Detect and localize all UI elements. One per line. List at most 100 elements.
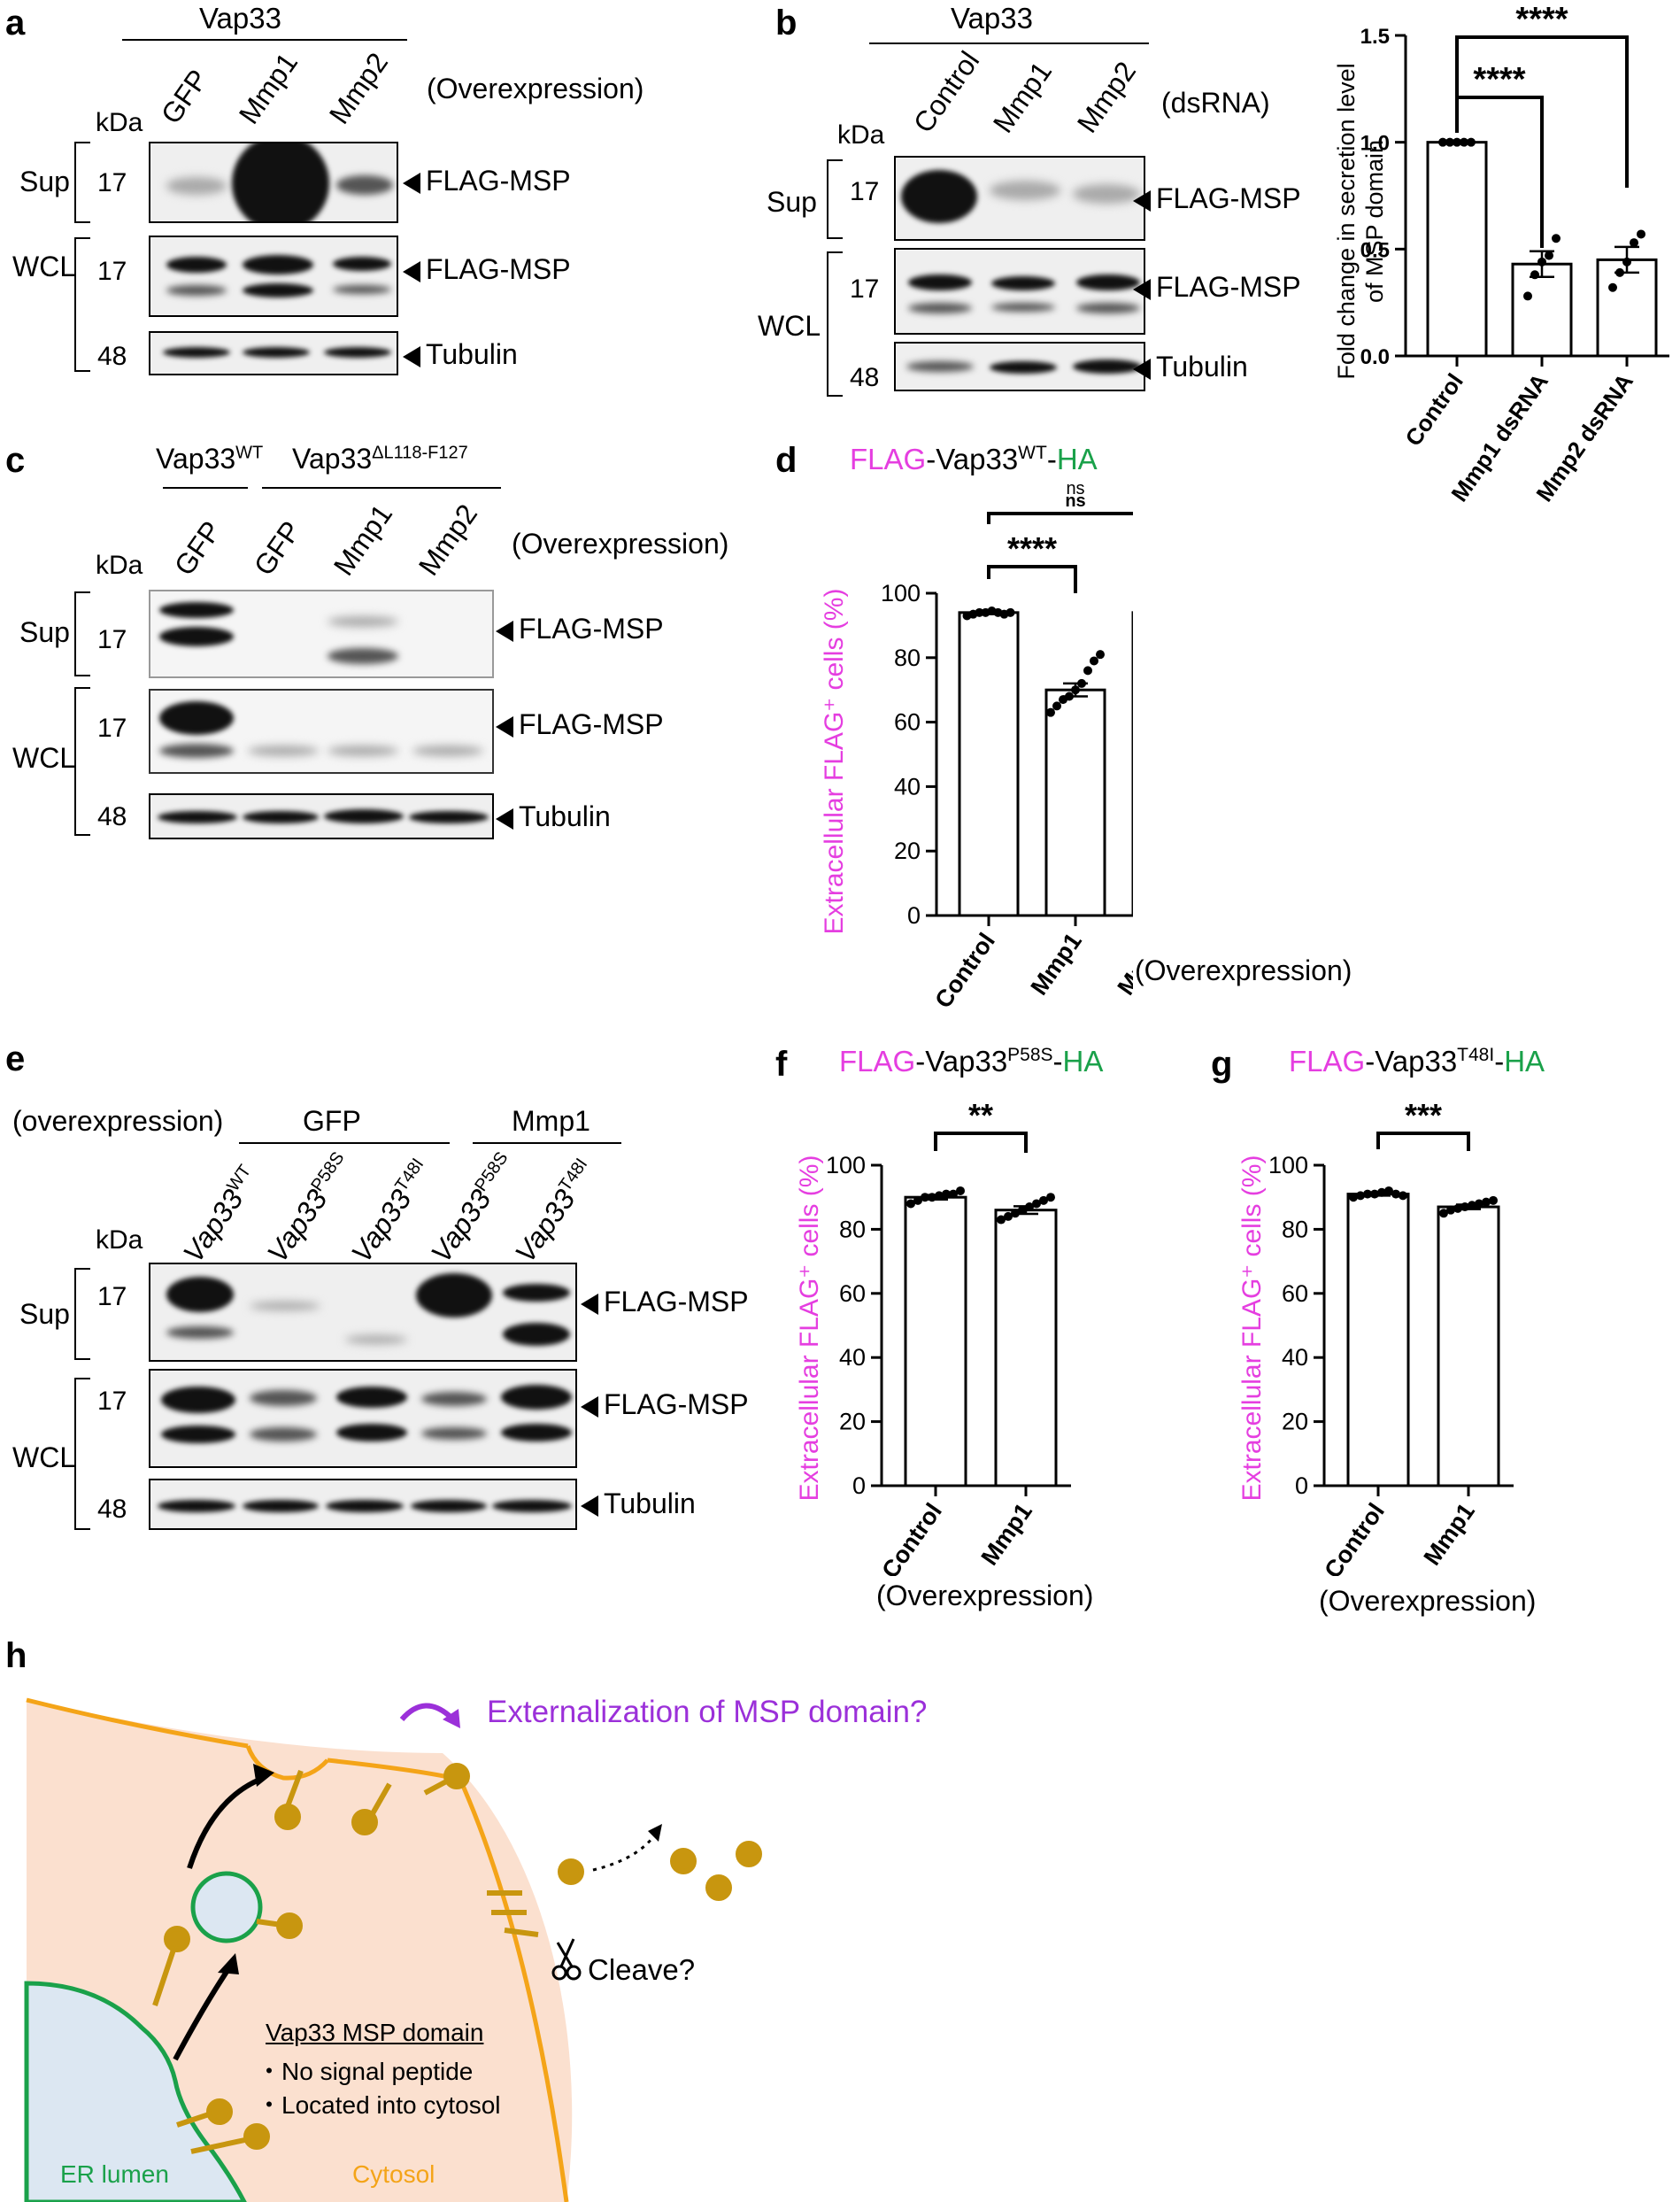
schematic-diagram (24, 1697, 762, 2202)
group-label-wt: Vap33WT (156, 443, 264, 475)
blot-sup (149, 142, 398, 223)
er-lumen-label: ER lumen (60, 2160, 169, 2188)
significance-label: **** (1473, 61, 1525, 98)
data-point (1630, 238, 1638, 248)
bar (1044, 688, 1106, 917)
panel-label-g: g (1211, 1045, 1233, 1084)
lane-label: Mmp1 (986, 55, 1059, 139)
group-label: Vap33 (199, 2, 281, 35)
panel-label-c: c (5, 441, 26, 480)
data-point (1622, 257, 1631, 267)
significance-label: **** (1515, 1, 1568, 38)
kda-label: kDa (96, 551, 143, 580)
membrane-invagination (245, 1745, 329, 1781)
y-tick-label: 80 (1282, 1216, 1308, 1242)
data-point (1011, 1209, 1020, 1218)
data-point (975, 607, 984, 617)
msp-proteins (152, 1763, 762, 2154)
data-point (1083, 666, 1092, 676)
y-tick-label: 0 (852, 1472, 866, 1499)
x-tick-label: Mmp1 (1419, 1498, 1480, 1570)
lane-label: Control (906, 45, 986, 139)
arrowhead-icon (403, 260, 420, 282)
y-tick-label: 100 (1268, 1152, 1308, 1178)
x-tick-label: Control (929, 928, 1000, 1013)
panel-label-a: a (5, 4, 26, 42)
row-label-sup: Sup (19, 166, 70, 197)
band-label: FLAG-MSP (496, 708, 664, 741)
y-tick-label: 40 (1282, 1344, 1308, 1371)
arrowhead-icon (443, 1709, 460, 1728)
row-label-wcl: WCL (758, 310, 821, 342)
group-label-mutant: Vap33ΔL118-F127 (292, 443, 468, 475)
condition-label: (Overexpression) (1135, 954, 1352, 986)
row-label-sup: Sup (767, 186, 817, 218)
group-label-gfp: GFP (303, 1105, 361, 1137)
condition-label: (overexpression) (12, 1105, 224, 1137)
plasma-membrane (26, 1697, 569, 2202)
data-point (1384, 1186, 1393, 1195)
row-label-wcl: WCL (12, 1441, 76, 1473)
data-point (1065, 692, 1074, 701)
arrowhead-icon (403, 172, 420, 194)
marker-label: 17 (97, 1387, 127, 1416)
panel-label-h: h (5, 1636, 27, 1675)
data-point (1356, 1191, 1365, 1201)
group-line (473, 1142, 621, 1144)
significance-bracket (987, 565, 1077, 593)
chart-title: FLAG-Vap33T48I-HA (1289, 1045, 1545, 1078)
marker-label: 17 (97, 257, 127, 286)
data-point (1537, 257, 1546, 267)
data-point (956, 1186, 965, 1195)
data-point (1004, 1211, 1013, 1221)
data-point (1460, 137, 1468, 147)
data-point (942, 1189, 951, 1199)
condition-label: (dsRNA) (1161, 87, 1270, 119)
y-tick-label: 20 (839, 1409, 866, 1435)
release-arrow (592, 1834, 657, 1872)
data-point (1370, 1189, 1379, 1199)
marker-label: 17 (97, 714, 127, 743)
cytosol-label: Cytosol (352, 2160, 435, 2188)
data-point (1046, 1193, 1055, 1202)
lane-label: Vap33T48I (344, 1155, 428, 1269)
data-point (1523, 291, 1532, 301)
y-tick-label: 0 (907, 902, 921, 929)
data-point (1077, 678, 1086, 688)
y-tick-label: 80 (894, 645, 921, 671)
arrowhead-icon (1133, 278, 1151, 300)
blot-wcl (149, 689, 494, 774)
marker-label: 17 (850, 274, 880, 304)
group-line (869, 42, 1149, 44)
blot-wcl (894, 248, 1145, 335)
blot-tubulin (894, 342, 1145, 391)
data-point (1615, 267, 1624, 277)
band-label: Tubulin (1133, 351, 1248, 383)
arrowhead-icon (1133, 189, 1151, 212)
group-line (122, 39, 407, 41)
blot-sup (149, 1263, 577, 1362)
condition-label: (Overexpression) (427, 73, 644, 104)
significance-bracket (934, 1132, 1028, 1153)
chart-f: 0 20 40 60 80 100 Control Mmp1 Extracellular FLA… (795, 1097, 1071, 1576)
significance-label: ** (968, 1097, 993, 1133)
condition-label: (Overexpression) (876, 1580, 1094, 1611)
data-point (1439, 1209, 1448, 1218)
lane-label: Vap33T48I (508, 1155, 592, 1269)
chart-title: FLAG-Vap33WT-HA (850, 443, 1098, 475)
blot-wcl (149, 236, 398, 317)
lane-label: Vap33P58S (424, 1148, 512, 1269)
arrowhead-icon (218, 1953, 239, 1974)
data-point (935, 1191, 944, 1201)
bar (1346, 1193, 1410, 1487)
band-label: FLAG-MSP (581, 1388, 749, 1421)
wcl-bracket (74, 237, 90, 372)
blot-sup (149, 590, 494, 678)
y-tick-label: 1.5 (1360, 25, 1390, 49)
band-label: Tubulin (496, 800, 611, 833)
bar (1426, 141, 1488, 358)
arrowhead-icon (403, 345, 420, 367)
marker-label: 17 (97, 168, 127, 197)
data-point (997, 1215, 1006, 1225)
data-point (1460, 1202, 1469, 1212)
